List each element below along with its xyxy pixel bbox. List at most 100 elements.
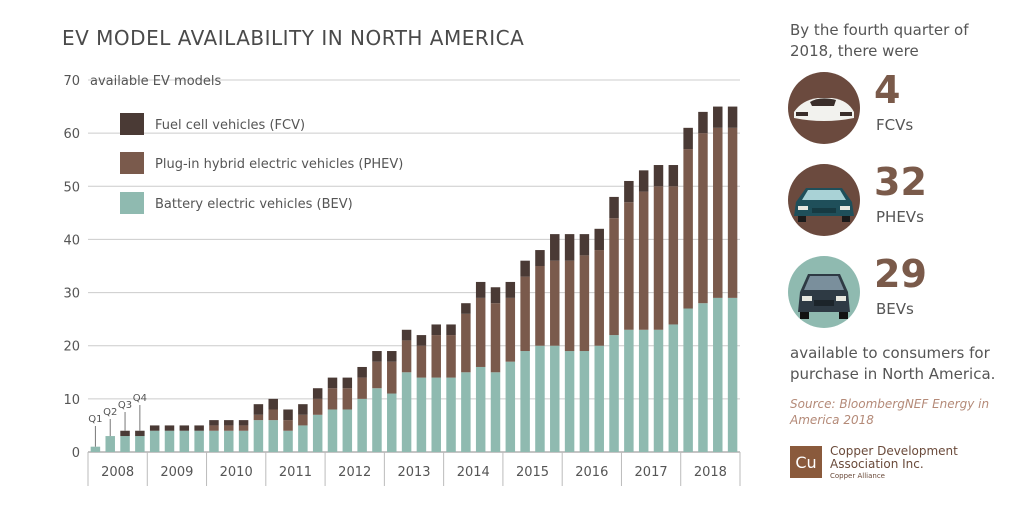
bar-phev	[579, 255, 590, 352]
bar-bev	[520, 351, 530, 452]
bar-phev	[416, 345, 427, 378]
bar-bev	[550, 345, 560, 452]
bar-phev	[238, 425, 249, 431]
quarter-label: Q3	[118, 400, 132, 411]
bar-bev	[209, 430, 219, 452]
bar-fcv	[120, 430, 130, 437]
bar-fcv	[594, 228, 604, 251]
bar-fcv	[238, 420, 249, 426]
bar-bev	[357, 398, 367, 452]
bar-phev	[727, 127, 738, 298]
bar-bev	[283, 430, 293, 452]
bar-bev	[490, 372, 501, 452]
bar-bev	[253, 420, 264, 452]
bar-phev	[224, 425, 234, 431]
bar-bev	[461, 372, 471, 452]
stat-phev: 32 PHEVs	[788, 160, 1008, 244]
legend-swatch-fcv	[120, 113, 144, 135]
bar-bev	[238, 430, 249, 452]
y-tick-label: 50	[63, 180, 80, 195]
bar-fcv	[505, 281, 516, 298]
legend-label-fcv: Fuel cell vehicles (FCV)	[155, 118, 305, 133]
bar-phev	[638, 191, 649, 330]
bar-phev	[594, 250, 604, 346]
bar-bev	[653, 329, 664, 452]
bar-phev	[431, 335, 441, 378]
logo-subtitle: Copper Alliance	[830, 472, 885, 480]
bar-fcv	[149, 425, 160, 431]
bar-phev	[609, 218, 619, 336]
bar-bev	[683, 308, 693, 452]
bar-fcv	[653, 165, 664, 187]
bar-phev	[327, 388, 338, 410]
stat-bev-label: BEVs	[876, 300, 914, 318]
bar-fcv	[520, 260, 530, 277]
x-year-label: 2015	[516, 465, 549, 480]
y-tick-label: 10	[63, 393, 80, 408]
bar-bev	[416, 377, 427, 452]
bar-phev	[490, 303, 501, 373]
bar-bev	[179, 430, 190, 452]
bar-phev	[268, 409, 278, 421]
bar-fcv	[416, 335, 427, 346]
bar-bev	[564, 351, 575, 452]
bar-bev	[90, 446, 101, 452]
bar-bev	[224, 430, 234, 452]
bar-bev	[624, 329, 634, 452]
logo-mark: Cu	[790, 446, 822, 478]
bar-fcv	[387, 351, 397, 362]
stat-bev-number: 29	[874, 252, 927, 296]
bar-fcv	[357, 366, 367, 378]
bar-fcv	[446, 324, 456, 336]
bar-fcv	[135, 430, 145, 437]
bar-phev	[564, 260, 575, 352]
y-tick-label: 60	[63, 127, 80, 142]
y-tick-label: 0	[72, 446, 80, 461]
stacked-bar-chart: 0 10 20 30 40 50 60 70 available EV models 2008 20…	[63, 74, 741, 486]
phev-car-icon	[788, 164, 860, 236]
bar-phev	[209, 425, 219, 431]
legend-swatch-phev	[120, 152, 144, 174]
bar-bev	[105, 436, 115, 452]
bar-phev	[624, 202, 634, 330]
bar-phev	[253, 414, 264, 421]
source-note: Source: BloombergNEF Energy in America 2…	[790, 397, 990, 427]
bar-bev	[372, 388, 382, 452]
bar-fcv	[312, 388, 323, 399]
bar-fcv	[342, 377, 353, 389]
x-year-label: 2013	[397, 465, 430, 480]
bar-fcv	[713, 106, 723, 128]
y-tick-label: 70	[63, 74, 80, 89]
bar-phev	[683, 149, 693, 309]
bar-phev	[653, 186, 664, 330]
x-year-label: 2009	[160, 465, 193, 480]
bar-phev	[342, 388, 353, 410]
bar-bev	[268, 420, 278, 452]
bar-phev	[668, 186, 679, 325]
bar-fcv	[327, 377, 338, 389]
bar-bev	[609, 335, 619, 452]
bar-bev	[149, 430, 160, 452]
bar-fcv	[638, 170, 649, 192]
x-year-label: 2010	[220, 465, 253, 480]
bar-bev	[638, 329, 649, 452]
bar-phev	[550, 260, 560, 346]
legend-swatch-bev	[120, 192, 144, 214]
bar-fcv	[727, 106, 738, 128]
quarter-label: Q4	[133, 393, 147, 404]
x-year-label: 2008	[101, 465, 134, 480]
bar-bev	[713, 297, 723, 452]
stat-phev-label: PHEVs	[876, 208, 924, 226]
bar-bev	[312, 414, 323, 452]
bar-phev	[698, 133, 708, 304]
bar-fcv	[475, 281, 486, 298]
side-intro-text: By the fourth quarter of 2018, there wer…	[790, 21, 969, 60]
x-year-label: 2017	[635, 465, 668, 480]
bar-fcv	[298, 404, 308, 415]
stat-fcv: 4 FCVs	[788, 68, 1008, 152]
x-year-label: 2011	[279, 465, 312, 480]
bar-phev	[461, 313, 471, 373]
bar-fcv	[224, 420, 234, 426]
bar-fcv	[164, 425, 175, 431]
